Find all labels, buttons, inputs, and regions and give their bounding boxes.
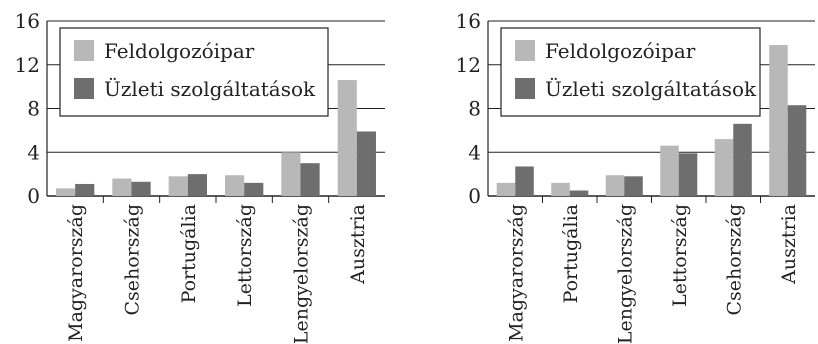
x-tick-label: Ausztria <box>778 204 800 285</box>
x-tick-label: Lettország <box>669 204 691 307</box>
bar-feldolgozoipar <box>281 152 301 196</box>
bar-uzleti-szolgaltatasok <box>75 183 95 196</box>
bar-feldolgozoipar <box>337 80 357 196</box>
x-tick-label: Lengyelország <box>614 204 636 344</box>
x-tick-label: Magyarország <box>65 204 87 342</box>
bar-uzleti-szolgaltatasok <box>244 182 264 196</box>
bar-chart-right: 0 4 8 12 16 Magyarország Portugália Lengyelorsz… <box>456 9 815 344</box>
bar-feldolgozoipar <box>496 182 516 196</box>
bar-uzleti-szolgaltatasok <box>733 123 752 196</box>
bar-chart-left: 0 4 8 12 16 Magyarország Csehország Portugália L… <box>15 9 385 344</box>
legend-label: Feldolgozóipar <box>545 39 696 63</box>
bar-feldolgozoipar <box>660 145 679 196</box>
legend-swatch <box>74 40 94 61</box>
bar-feldolgozoipar <box>605 175 625 196</box>
legend-label: Üzleti szolgáltatások <box>545 76 757 101</box>
y-tick-label: 12 <box>15 53 40 77</box>
legend-box <box>500 27 761 117</box>
bar-uzleti-szolgaltatasok <box>515 166 534 196</box>
bar-uzleti-szolgaltatasok <box>787 105 807 196</box>
x-tick-label: Lettország <box>234 204 256 307</box>
bar-uzleti-szolgaltatasok <box>569 190 589 196</box>
bar-uzleti-szolgaltatasok <box>300 163 320 196</box>
bar-feldolgozoipar <box>168 176 188 196</box>
y-tick-label: 4 <box>27 140 40 164</box>
x-tick-label: Csehország <box>122 204 144 316</box>
legend-label: Üzleti szolgáltatások <box>104 76 316 101</box>
legend-swatch <box>515 78 535 99</box>
legend-swatch <box>74 78 94 99</box>
bar-uzleti-szolgaltatasok <box>131 181 151 196</box>
bar-feldolgozoipar <box>714 139 734 196</box>
bar-uzleti-szolgaltatasok <box>187 174 207 196</box>
y-tick-label: 0 <box>468 184 481 208</box>
bar-feldolgozoipar <box>769 45 788 196</box>
y-tick-label: 4 <box>468 140 481 164</box>
y-tick-label: 12 <box>456 53 481 77</box>
legend-swatch <box>515 40 535 61</box>
bar-feldolgozoipar <box>225 175 245 196</box>
bar-uzleti-szolgaltatasok <box>678 153 698 196</box>
bar-feldolgozoipar <box>112 178 132 196</box>
x-tick-label: Ausztria <box>347 204 369 285</box>
x-tick-label: Csehország <box>723 204 745 316</box>
bar-uzleti-szolgaltatasok <box>624 176 643 196</box>
x-tick-label: Magyarország <box>505 204 527 342</box>
x-tick-label: Portugália <box>178 204 200 303</box>
bar-feldolgozoipar <box>551 182 570 196</box>
bar-feldolgozoipar <box>56 188 76 196</box>
bar-uzleti-szolgaltatasok <box>356 131 376 196</box>
y-tick-label: 8 <box>468 97 481 121</box>
x-tick-label: Portugália <box>560 204 582 303</box>
y-tick-label: 8 <box>27 97 40 121</box>
y-tick-label: 16 <box>456 9 481 33</box>
y-tick-label: 16 <box>15 9 40 33</box>
legend-box <box>59 27 329 117</box>
legend-label: Feldolgozóipar <box>104 39 255 63</box>
y-tick-label: 0 <box>27 184 40 208</box>
x-tick-label: Lengyelország <box>291 204 313 344</box>
